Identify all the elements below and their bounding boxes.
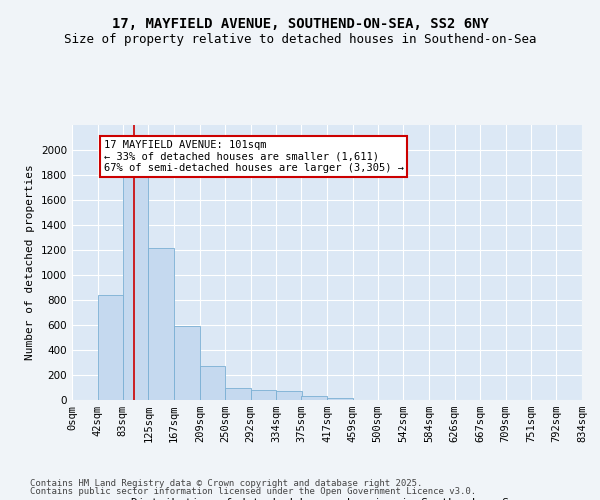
- Bar: [276, 390, 302, 400]
- Text: 17 MAYFIELD AVENUE: 101sqm
← 33% of detached houses are smaller (1,611)
67% of s: 17 MAYFIELD AVENUE: 101sqm ← 33% of deta…: [104, 140, 404, 173]
- Bar: [200, 366, 226, 400]
- X-axis label: Distribution of detached houses by size in Southend-on-Sea: Distribution of detached houses by size …: [131, 498, 523, 500]
- Bar: [301, 396, 327, 400]
- Bar: [225, 388, 251, 400]
- Text: Contains HM Land Registry data © Crown copyright and database right 2025.: Contains HM Land Registry data © Crown c…: [30, 478, 422, 488]
- Text: 17, MAYFIELD AVENUE, SOUTHEND-ON-SEA, SS2 6NY: 17, MAYFIELD AVENUE, SOUTHEND-ON-SEA, SS…: [112, 18, 488, 32]
- Bar: [123, 162, 148, 400]
- Y-axis label: Number of detached properties: Number of detached properties: [25, 164, 35, 360]
- Bar: [174, 326, 200, 400]
- Bar: [98, 295, 124, 400]
- Bar: [148, 248, 174, 400]
- Text: Size of property relative to detached houses in Southend-on-Sea: Size of property relative to detached ho…: [64, 32, 536, 46]
- Text: Contains public sector information licensed under the Open Government Licence v3: Contains public sector information licen…: [30, 487, 476, 496]
- Bar: [251, 390, 276, 400]
- Bar: [327, 398, 353, 400]
